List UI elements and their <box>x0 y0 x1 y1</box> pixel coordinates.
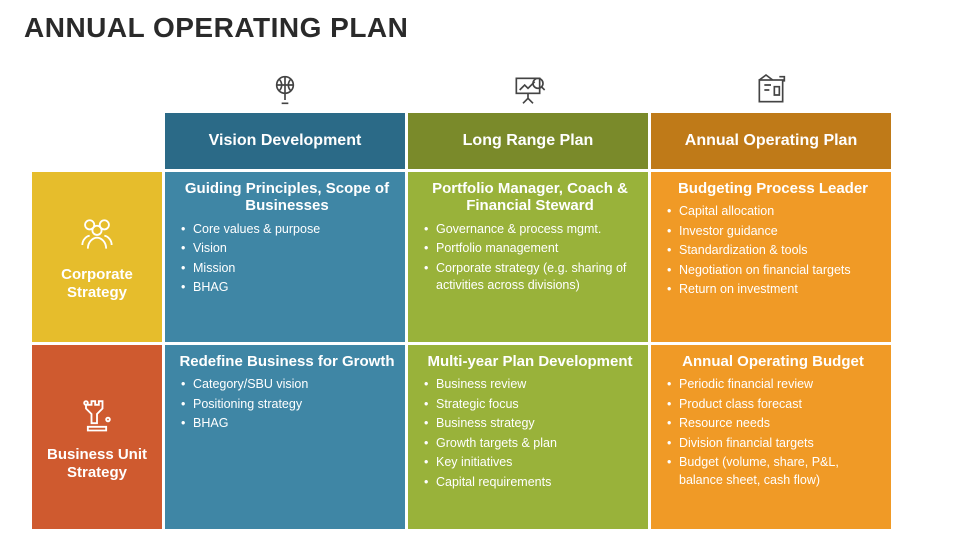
cell-list: Periodic financial review Product class f… <box>665 376 881 489</box>
cell-r0c0: Guiding Principles, Scope of Businesses … <box>165 172 405 342</box>
cell-r1c1: Multi-year Plan Development Business rev… <box>408 345 648 529</box>
list-item: Core values & purpose <box>179 221 395 239</box>
cell-title: Annual Operating Budget <box>665 353 881 370</box>
list-item: Category/SBU vision <box>179 376 395 394</box>
cell-r1c0: Redefine Business for Growth Category/SB… <box>165 345 405 529</box>
list-item: BHAG <box>179 279 395 297</box>
cell-title: Multi-year Plan Development <box>422 353 638 370</box>
row-head-1: Business Unit Strategy <box>32 345 162 529</box>
col-head-0: Vision Development <box>165 113 405 169</box>
list-item: Business review <box>422 376 638 394</box>
list-item: Positioning strategy <box>179 396 395 414</box>
list-item: Product class forecast <box>665 396 881 414</box>
cell-list: Governance & process mgmt.Portfolio mana… <box>422 221 638 295</box>
corner-blank <box>32 50 162 110</box>
page-title: ANNUAL OPERATING PLAN <box>24 12 936 44</box>
list-item: Governance & process mgmt. <box>422 221 638 239</box>
row-label-1: Business Unit Strategy <box>32 446 162 482</box>
cell-title: Guiding Principles, Scope of Businesses <box>179 180 395 215</box>
list-item: Division financial targets <box>665 435 881 453</box>
list-item: Corporate strategy (e.g. sharing of acti… <box>422 260 638 295</box>
list-item: Standardization & tools <box>665 242 881 260</box>
list-item: Budget (volume, share, P&L, balance shee… <box>665 454 881 489</box>
list-item: BHAG <box>179 415 395 433</box>
list-item: Portfolio management <box>422 240 638 258</box>
col-icon-annual <box>651 50 891 110</box>
header-blank <box>32 113 162 169</box>
cell-list: Business review Strategic focusBusiness s… <box>422 376 638 491</box>
cell-title: Portfolio Manager, Coach & Financial Ste… <box>422 180 638 215</box>
blueprint-icon <box>751 70 791 110</box>
list-item: Key initiatives <box>422 454 638 472</box>
list-item: Mission <box>179 260 395 278</box>
list-item: Capital requirements <box>422 474 638 492</box>
cell-title: Budgeting Process Leader <box>665 180 881 197</box>
col-head-1: Long Range Plan <box>408 113 648 169</box>
cell-r0c1: Portfolio Manager, Coach & Financial Ste… <box>408 172 648 342</box>
people-icon <box>75 212 119 256</box>
row-label-0: Corporate Strategy <box>32 266 162 302</box>
cell-r1c2: Annual Operating Budget Periodic financi… <box>651 345 891 529</box>
col-icon-longrange <box>408 50 648 110</box>
list-item: Negotiation on financial targets <box>665 262 881 280</box>
matrix-grid: Vision Development Long Range Plan Annua… <box>32 50 936 529</box>
list-item: Return on investment <box>665 281 881 299</box>
cell-list: Core values & purposeVision MissionBHAG <box>179 221 395 297</box>
list-item: Business strategy <box>422 415 638 433</box>
list-item: Capital allocation <box>665 203 881 221</box>
lens-globe-icon <box>265 70 305 110</box>
cell-list: Capital allocation Investor guidanceStand… <box>665 203 881 299</box>
cell-r0c2: Budgeting Process Leader Capital allocat… <box>651 172 891 342</box>
chart-easel-icon <box>508 70 548 110</box>
row-head-0: Corporate Strategy <box>32 172 162 342</box>
col-head-2: Annual Operating Plan <box>651 113 891 169</box>
chess-icon <box>75 392 119 436</box>
cell-list: Category/SBU vision Positioning strategyB… <box>179 376 395 433</box>
list-item: Resource needs <box>665 415 881 433</box>
list-item: Vision <box>179 240 395 258</box>
list-item: Strategic focus <box>422 396 638 414</box>
list-item: Growth targets & plan <box>422 435 638 453</box>
list-item: Periodic financial review <box>665 376 881 394</box>
col-icon-vision <box>165 50 405 110</box>
cell-title: Redefine Business for Growth <box>179 353 395 370</box>
list-item: Investor guidance <box>665 223 881 241</box>
